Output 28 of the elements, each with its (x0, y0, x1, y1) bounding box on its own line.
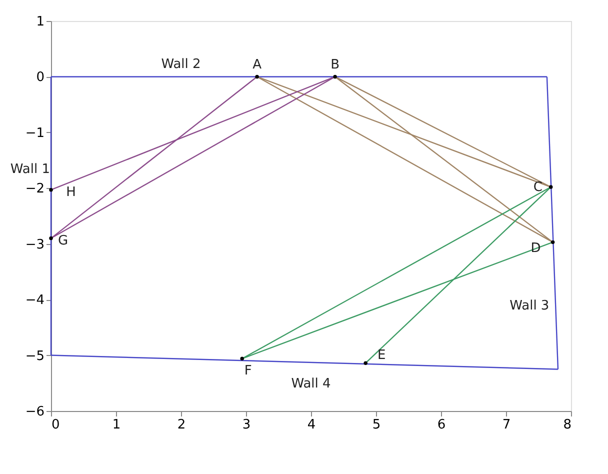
y-tick-label: −4 (25, 293, 44, 308)
y-tick-label: −1 (25, 126, 44, 141)
x-tick-label: 4 (307, 418, 316, 432)
x-tick-label: 7 (502, 418, 511, 432)
y-tick-label: −3 (25, 237, 44, 252)
y-tick-label: 1 (36, 14, 44, 30)
y-tick-label: −5 (25, 348, 44, 364)
data-label: F (244, 364, 252, 379)
x-tick-label: 6 (437, 418, 446, 432)
y-tick-label: −6 (25, 404, 44, 420)
x-tick-label: 8 (563, 418, 572, 432)
text: Wall 1 (10, 162, 50, 178)
data-label: B (330, 58, 340, 73)
y-tick-label: 0 (36, 70, 44, 86)
annotation: Wall 2 (161, 56, 201, 72)
x-tick-label: 2 (177, 418, 186, 432)
y-tick-label: −2 (25, 182, 44, 197)
annotation: Wall 3 (510, 298, 550, 314)
x-tick-label: 3 (242, 418, 251, 432)
data-label: C (533, 180, 542, 196)
data-label: G (58, 233, 68, 248)
data-label: E (377, 348, 386, 364)
data-label: A (252, 58, 262, 73)
x-tick-label: 5 (372, 418, 381, 432)
annotation: Wall 4 (291, 376, 331, 392)
x-tick-label: 0 (52, 418, 60, 432)
data-label: H (66, 184, 76, 200)
x-tick-label: 1 (112, 418, 121, 432)
